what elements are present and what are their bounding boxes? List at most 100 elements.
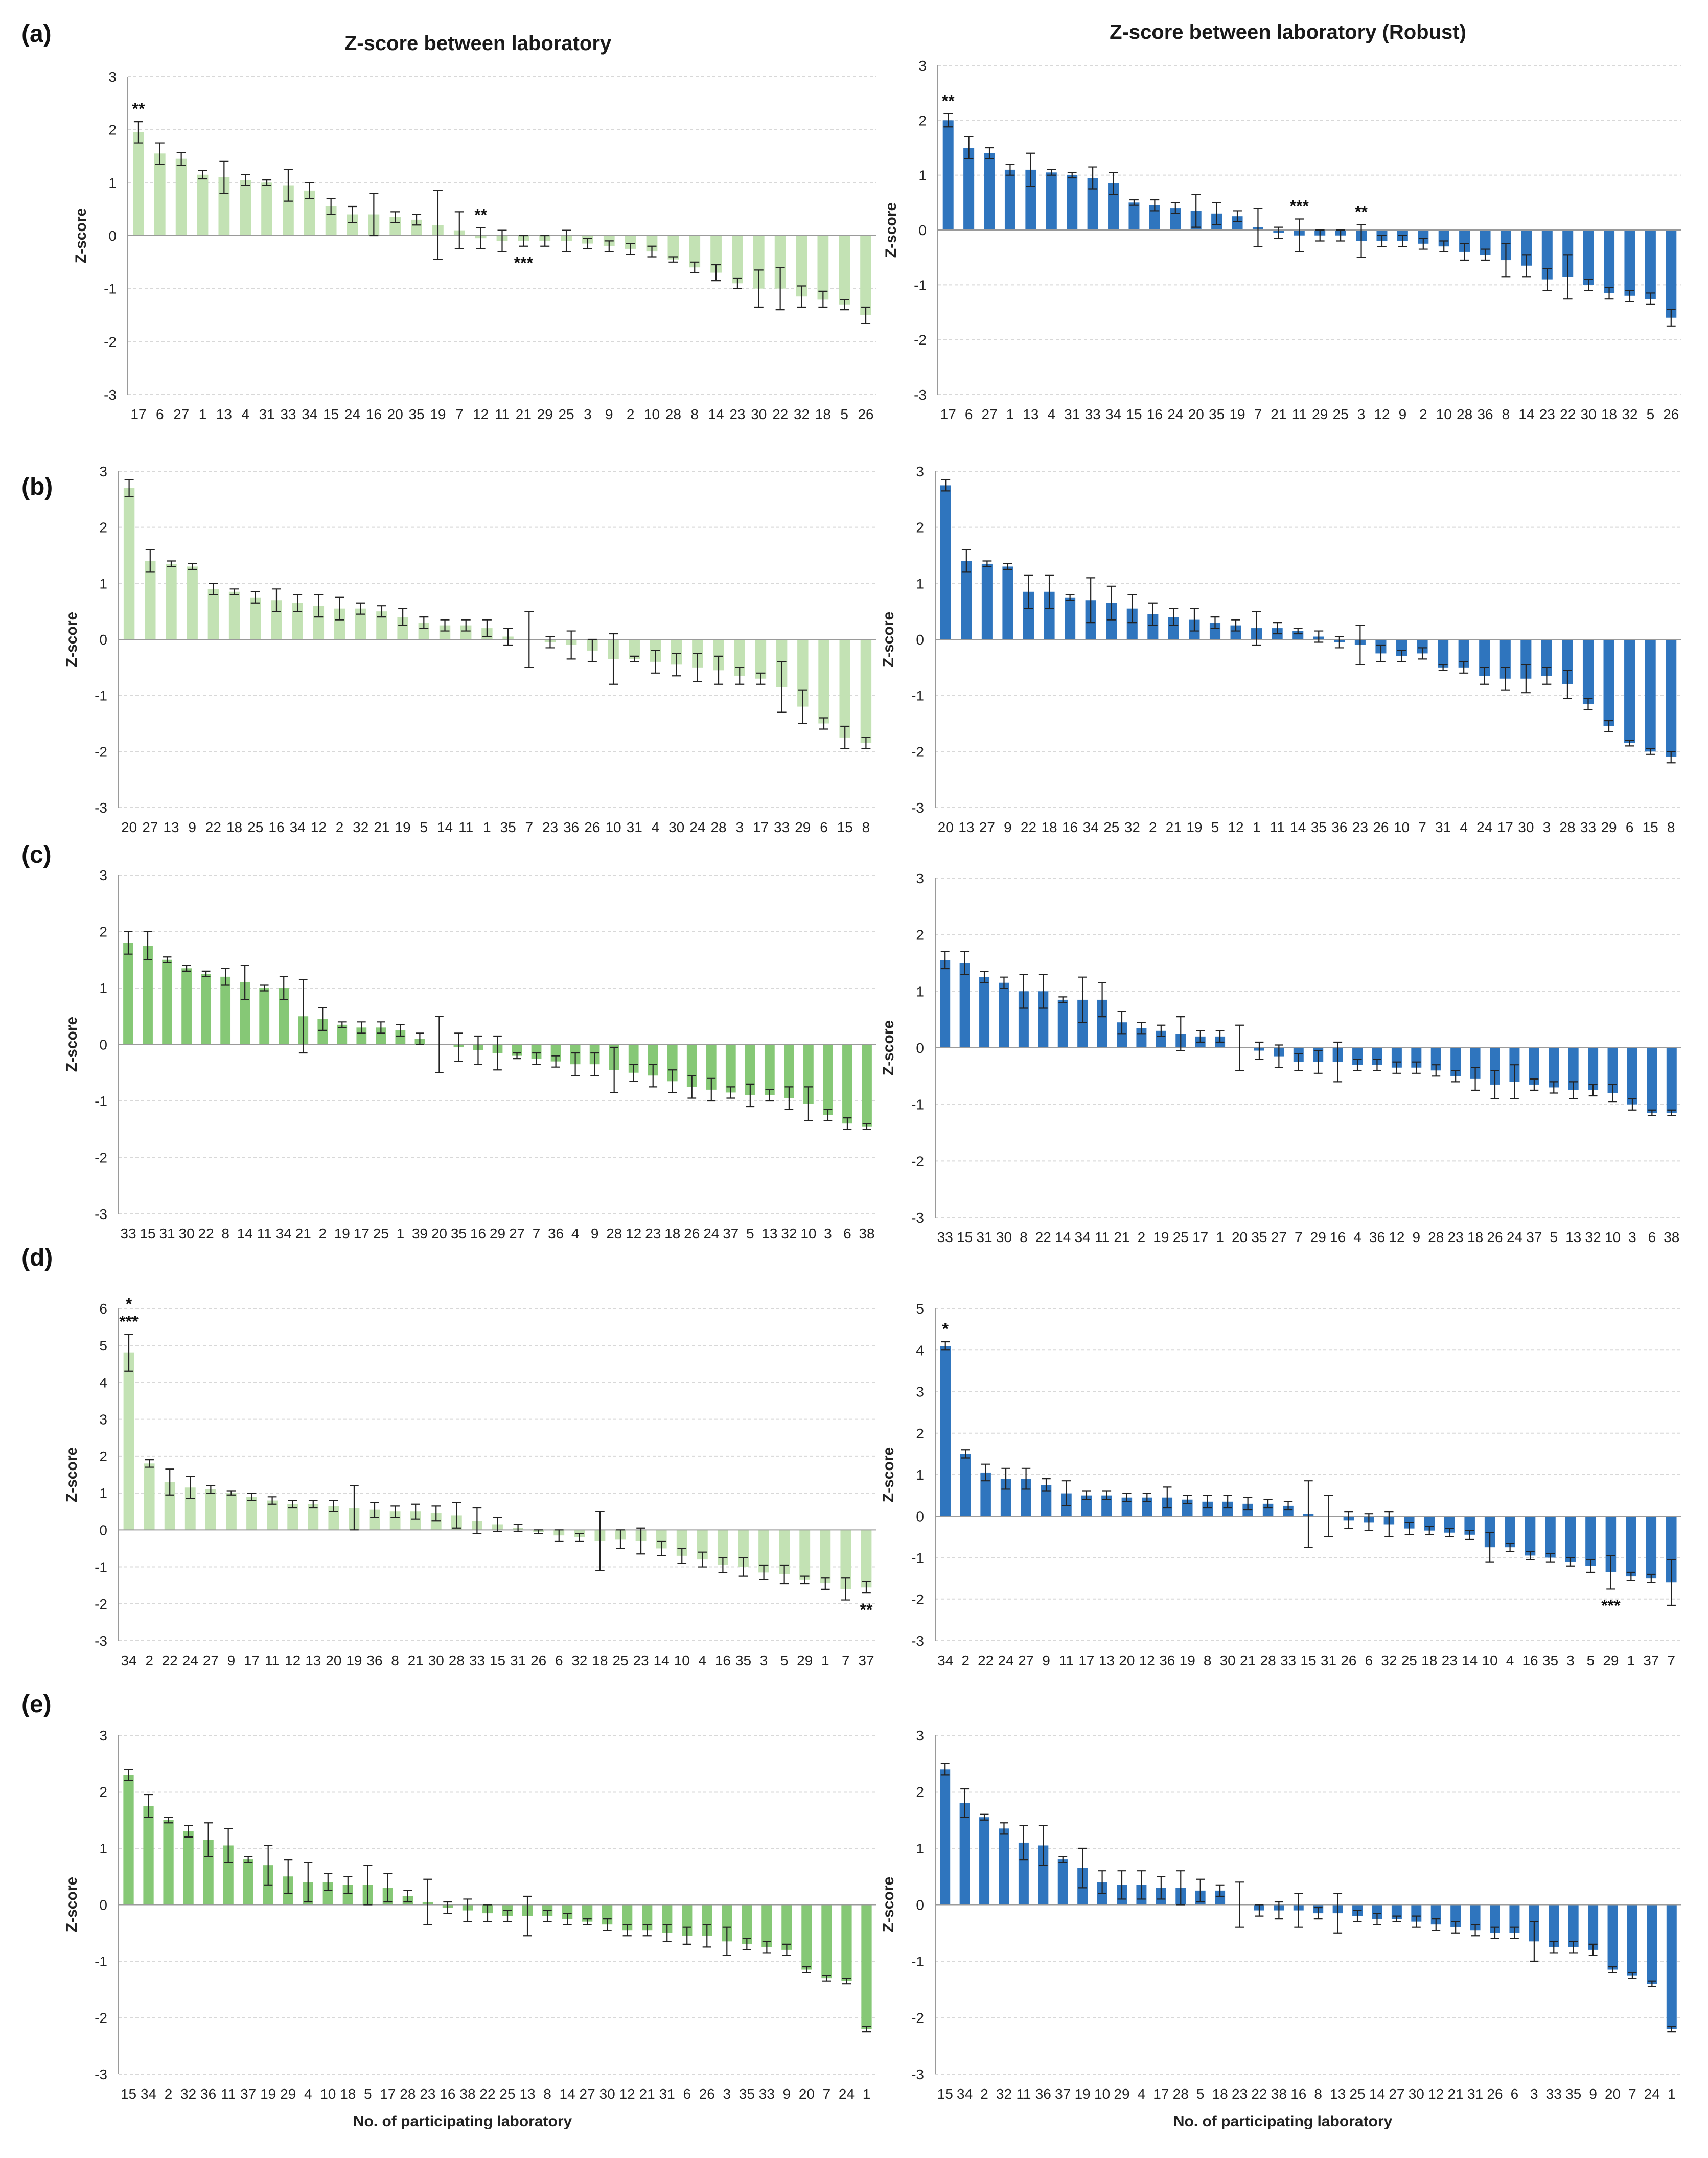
error-bar [271, 588, 281, 612]
bar-lab-3 [734, 639, 745, 676]
bar-lab-29 [799, 1530, 811, 1580]
bar-lab-32 [355, 608, 366, 639]
x-tick-label: 25 [1103, 819, 1119, 835]
x-tick-label: 6 [1511, 2086, 1519, 2102]
bar-lab-27 [1021, 1479, 1031, 1517]
x-tick-label: 18 [1421, 1652, 1437, 1668]
bar-lab-34 [292, 603, 303, 639]
bar-lab-14 [1292, 631, 1304, 639]
y-tick-label: 1 [99, 576, 107, 591]
bar-lab-3 [1541, 639, 1552, 676]
bar-lab-35 [1568, 1904, 1579, 1947]
error-bar [461, 619, 471, 632]
x-tick-label: 28 [1559, 819, 1575, 835]
x-tick-label: 7 [1667, 1652, 1675, 1668]
x-tick-label: 16 [440, 2086, 455, 2102]
bar-lab-2 [317, 1019, 328, 1045]
error-bar [1078, 976, 1087, 1023]
bar-lab-10 [646, 236, 658, 252]
y-tick-label: 3 [99, 1728, 107, 1743]
x-tick-label: 36 [1369, 1229, 1385, 1245]
error-bar [1647, 1109, 1656, 1116]
y-tick-label: 0 [99, 1522, 107, 1538]
x-tick-label: 13 [1099, 1652, 1115, 1668]
x-tick-label: 33 [937, 1229, 953, 1245]
bar-lab-21 [1117, 1022, 1127, 1048]
x-axis-title-right: No. of participating laboratory [1173, 2113, 1393, 2130]
bar-lab-6 [1509, 1904, 1520, 1933]
error-bar [941, 1341, 950, 1351]
x-tick-label: 37 [723, 1226, 738, 1242]
x-tick-label: 33 [759, 2086, 775, 2102]
error-bar [784, 1086, 794, 1110]
error-bar [668, 1069, 677, 1093]
error-bar [433, 190, 443, 260]
error-bar [819, 717, 829, 730]
error-bar [775, 267, 785, 311]
x-tick-label: 19 [1186, 819, 1202, 835]
x-tick-label: 33 [469, 1652, 485, 1668]
y-tick-label: -1 [95, 1954, 107, 1969]
x-tick-label: 24 [1507, 1229, 1522, 1245]
x-tick-label: 13 [519, 2086, 535, 2102]
x-tick-label: 17 [1153, 2086, 1169, 2102]
error-bar [820, 1577, 830, 1590]
bar-lab-10 [676, 1530, 687, 1556]
x-tick-label: 4 [1460, 819, 1468, 835]
error-bar [1005, 164, 1015, 176]
x-tick-label: 12 [1428, 2086, 1444, 2102]
error-bar [1157, 1876, 1166, 1900]
bar-lab-31 [1438, 639, 1449, 668]
bar-lab-17 [356, 1027, 367, 1045]
error-bar [335, 596, 344, 621]
x-tick-label: 3 [760, 1652, 768, 1668]
y-tick-label: -1 [104, 281, 117, 297]
x-tick-label: 24 [703, 1226, 719, 1242]
x-tick-label: 23 [420, 2086, 435, 2102]
bar-lab-18 [228, 591, 240, 639]
bar-lab-33 [1549, 1904, 1559, 1947]
x-tick-label: 14 [708, 406, 724, 422]
bar-lab-8 [220, 976, 231, 1045]
error-bar [1176, 1870, 1185, 1906]
bar-lab-4 [1046, 172, 1057, 230]
x-tick-label: 15 [323, 406, 339, 422]
error-bar [279, 976, 288, 1000]
bar-lab-1 [861, 1904, 872, 2029]
error-bar [756, 672, 766, 685]
error-bar [370, 1502, 379, 1518]
error-bar [1566, 1557, 1575, 1567]
x-tick-label: 4 [699, 1652, 707, 1668]
bar-lab-11 [223, 1845, 234, 1905]
bar-lab-19 [337, 1024, 348, 1045]
x-tick-label: 16 [1147, 406, 1163, 422]
error-bar [1373, 1912, 1381, 1925]
bar-lab-9 [781, 1904, 792, 1950]
bar-lab-9 [226, 1493, 237, 1530]
x-tick-label: 25 [373, 1226, 389, 1242]
bar-lab-33 [1087, 178, 1098, 230]
x-tick-label: 22 [479, 2086, 495, 2102]
x-tick-label: 28 [665, 406, 681, 422]
x-tick-label: 34 [290, 819, 306, 835]
x-tick-label: 32 [1585, 1229, 1601, 1245]
y-tick-label: 5 [99, 1338, 107, 1353]
error-bar [861, 306, 871, 324]
x-tick-label: 17 [1192, 1229, 1208, 1245]
x-tick-label: 16 [1290, 2086, 1306, 2102]
y-tick-label: 1 [108, 175, 117, 191]
y-tick-label: 0 [916, 632, 924, 648]
error-bar [726, 1086, 735, 1099]
x-tick-label: 2 [165, 2086, 173, 2102]
bar-lab-36 [1038, 1845, 1049, 1905]
bar-lab-21 [376, 611, 387, 639]
bar-lab-13 [308, 1504, 319, 1530]
error-bar [722, 1926, 731, 1957]
bar-lab-34 [279, 988, 289, 1045]
error-bar [566, 630, 576, 660]
x-tick-label: 6 [843, 1226, 851, 1242]
bar-lab-30 [1583, 230, 1594, 285]
x-tick-label: 3 [1530, 2086, 1538, 2102]
bar-lab-5 [745, 1044, 755, 1095]
x-tick-label: 34 [121, 1652, 136, 1668]
